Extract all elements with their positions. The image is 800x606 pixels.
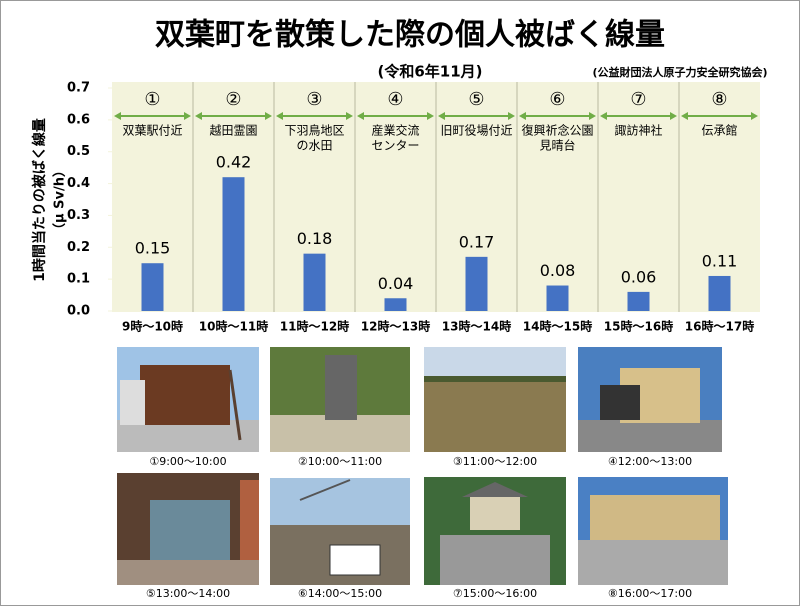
- y-tick-label: 0.3: [67, 208, 90, 223]
- photo-caption: ⑤13:00～14:00: [146, 587, 230, 600]
- y-tick-label: 0.4: [67, 176, 90, 191]
- chart-subtitle: (令和6年11月): [377, 63, 482, 81]
- location-name: の水田: [296, 139, 332, 153]
- x-tick-label: 11時～12時: [280, 319, 349, 334]
- photo-caption: ⑥14:00～15:00: [298, 587, 382, 600]
- x-tick-label: 13時～14時: [442, 319, 511, 334]
- arrow-head: [184, 112, 191, 120]
- arrow-head: [681, 112, 688, 120]
- bar: [708, 275, 731, 311]
- arrow-head: [195, 112, 202, 120]
- arrow-head: [276, 112, 283, 120]
- arrow-head: [519, 112, 526, 120]
- arrow-head: [427, 112, 434, 120]
- location-number: ⑥: [549, 89, 565, 110]
- photo-caption: ⑧16:00～17:00: [608, 587, 692, 600]
- x-tick-label: 15時～16時: [604, 319, 673, 334]
- arrow-head: [751, 112, 758, 120]
- arrow-head: [438, 112, 445, 120]
- location-name: 下羽鳥地区: [284, 123, 344, 138]
- y-axis-label: 1時間当たりの被ばく線量: [31, 118, 48, 282]
- bar: [627, 291, 650, 311]
- photo: [270, 478, 410, 585]
- photo: [117, 347, 259, 452]
- y-tick-label: 0.6: [67, 112, 90, 127]
- chart-source: (公益財団法人原子力安全研究協会): [592, 65, 767, 79]
- location-name: 伝承館: [701, 123, 737, 138]
- y-axis-unit: （μ Sv/h）: [52, 164, 68, 236]
- location-name: センター: [371, 139, 419, 153]
- x-tick-label: 10時～11時: [199, 319, 268, 334]
- value-label: 0.08: [540, 261, 576, 280]
- photo-caption: ③11:00～12:00: [453, 455, 537, 468]
- location-name: 諏訪神社: [614, 123, 662, 138]
- photo-caption: ④12:00～13:00: [608, 455, 692, 468]
- arrow-head: [265, 112, 272, 120]
- value-label: 0.11: [702, 251, 738, 270]
- value-label: 0.06: [621, 267, 657, 286]
- value-label: 0.15: [135, 239, 171, 258]
- arrow-head: [346, 112, 353, 120]
- value-label: 0.18: [297, 229, 333, 248]
- location-number: ③: [306, 89, 322, 110]
- x-tick-label: 16時～17時: [685, 319, 754, 334]
- arrow-head: [670, 112, 677, 120]
- y-tick-label: 0.5: [67, 144, 90, 159]
- chart-title: 双葉町を散策した際の個人被ばく線量: [155, 18, 665, 53]
- value-label: 0.04: [378, 274, 414, 293]
- location-number: ④: [387, 89, 403, 110]
- location-number: ②: [225, 89, 241, 110]
- bar: [546, 285, 569, 311]
- chart: 0.0 0.1 0.2 0.3 0.4 0.5 0.6 0.7 ① 双葉駅付近 0.15 9時～10時…: [67, 81, 758, 600]
- location-name: 産業交流: [371, 123, 419, 138]
- photo: [270, 347, 410, 452]
- arrow-head: [589, 112, 596, 120]
- photo: [578, 477, 728, 585]
- location-name: 双葉駅付近: [122, 124, 182, 138]
- arrow-head: [600, 112, 607, 120]
- value-label: 0.42: [216, 153, 252, 172]
- photo: [424, 477, 566, 585]
- arrow-head: [114, 112, 121, 120]
- location-number: ⑧: [711, 89, 727, 110]
- y-tick-label: 0.2: [67, 240, 90, 255]
- location-name: 復興祈念公園: [521, 123, 593, 138]
- x-tick-label: 9時～10時: [122, 319, 183, 334]
- location-number: ⑦: [630, 89, 646, 110]
- x-tick-label: 14時～15時: [523, 319, 592, 334]
- bar: [303, 253, 326, 311]
- photo-caption: ①9:00～10:00: [149, 455, 226, 468]
- location-number: ⑤: [468, 89, 484, 110]
- bar: [384, 298, 407, 311]
- photo: [578, 347, 722, 452]
- location-name: 見晴台: [539, 138, 575, 153]
- arrow-head: [357, 112, 364, 120]
- location-name: 越田霊園: [209, 124, 257, 138]
- arrow-head: [508, 112, 515, 120]
- bar: [222, 177, 245, 311]
- bar: [465, 256, 488, 311]
- y-tick-label: 0.7: [67, 81, 90, 96]
- bar: [141, 263, 164, 311]
- photo-caption: ⑦15:00～16:00: [453, 587, 537, 600]
- value-label: 0.17: [459, 232, 495, 251]
- y-tick-label: 0.0: [67, 304, 90, 319]
- photo: [424, 347, 566, 452]
- photo: [117, 473, 259, 585]
- photo-caption: ②10:00～11:00: [298, 455, 382, 468]
- location-number: ①: [144, 89, 160, 110]
- x-tick-label: 12時～13時: [361, 319, 430, 334]
- y-tick-label: 0.1: [67, 272, 90, 287]
- location-name: 旧町役場付近: [440, 123, 512, 138]
